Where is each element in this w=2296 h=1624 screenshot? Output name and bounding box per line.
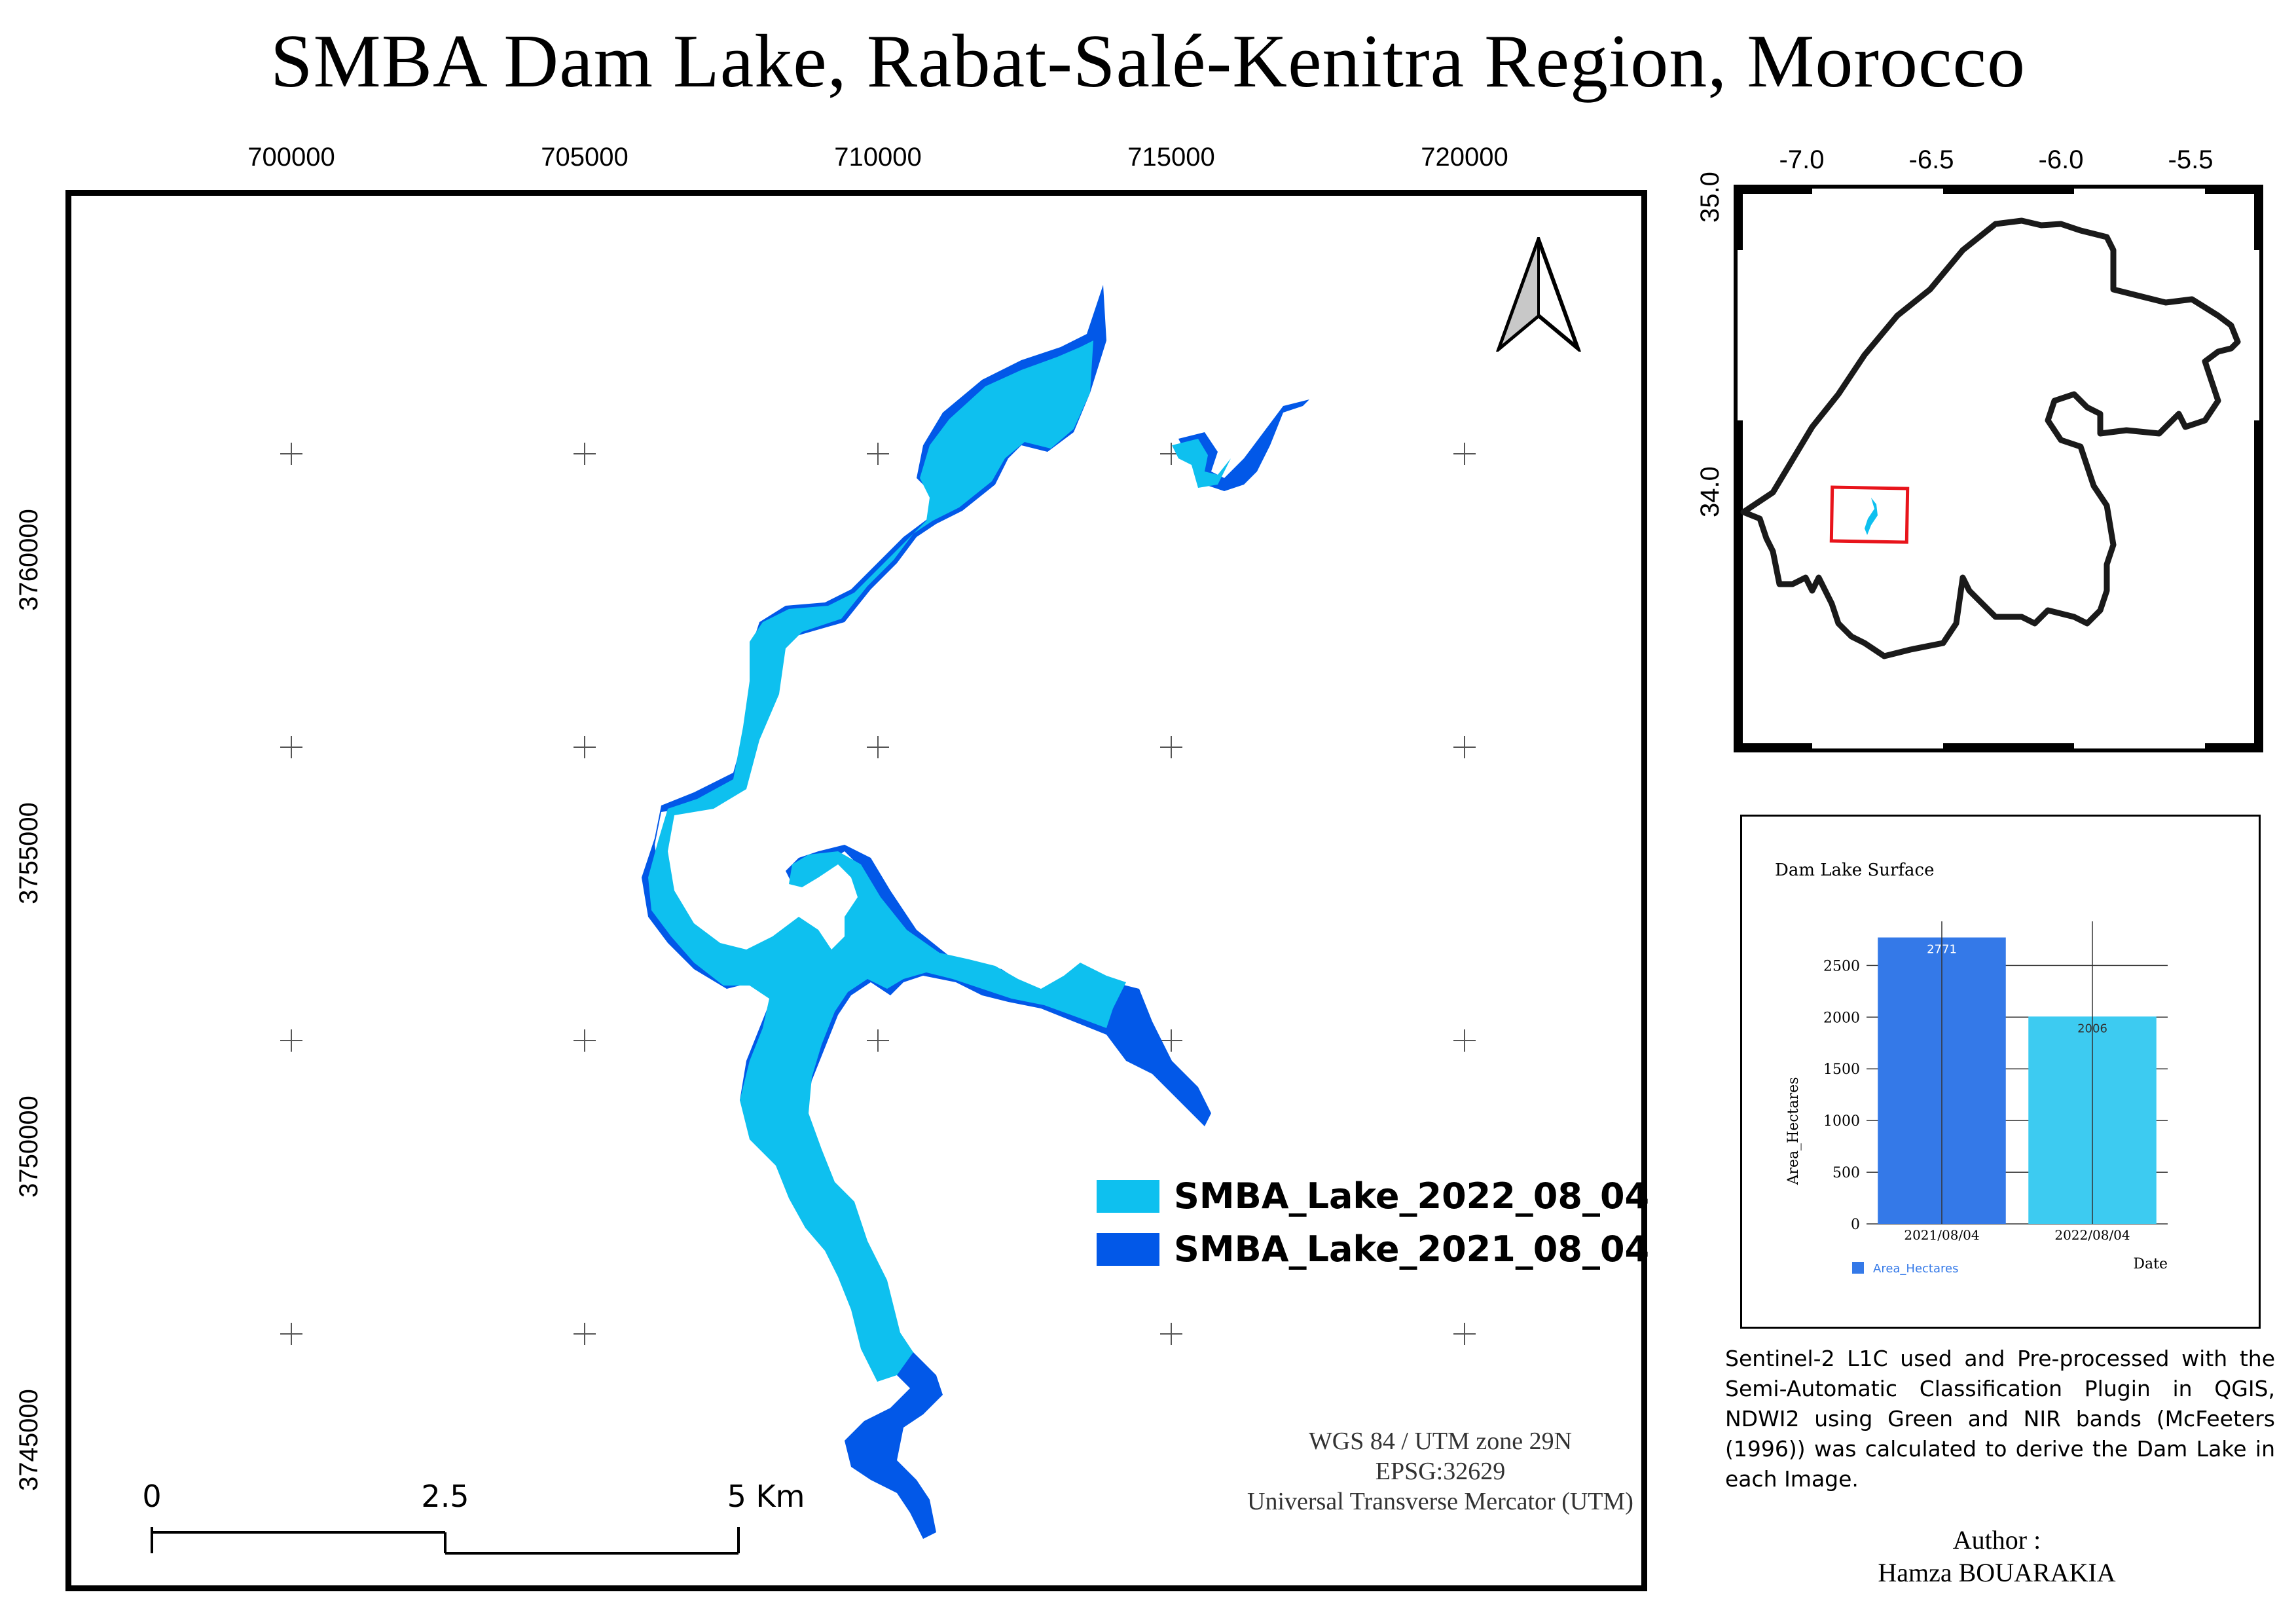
region-outline <box>1740 217 2241 659</box>
inset-x-tick: -6.5 <box>1908 145 1954 174</box>
crs-line-3: Universal Transverse Mercator (UTM) <box>1247 1488 1633 1515</box>
grid-cross <box>1160 1029 1182 1052</box>
grid-cross <box>1160 443 1182 465</box>
chart-x-label: Date <box>2133 1256 2168 1272</box>
grid-cross <box>574 1029 596 1052</box>
crs-line-2: EPSG:32629 <box>1375 1458 1506 1485</box>
grid-cross <box>1453 736 1476 758</box>
chart-legend-label: Area_Hectares <box>1873 1262 1958 1276</box>
author-label: Author : <box>1952 1525 2041 1555</box>
scale-label-mid: 2.5 <box>421 1479 469 1514</box>
grid-cross <box>574 443 596 465</box>
x-tick-label: 700000 <box>247 143 335 172</box>
chart-data-label: 2771 <box>1927 943 1957 957</box>
inset-lake-mini <box>1865 498 1878 535</box>
scale-label-end: 5 Km <box>727 1479 805 1514</box>
map-title: SMBA Dam Lake, Rabat-Salé-Kenitra Region… <box>270 20 2026 103</box>
grid-cross <box>1160 736 1182 758</box>
chart-y-tick-label: 2500 <box>1823 958 1860 974</box>
inset-x-tick: -7.0 <box>1779 145 1825 174</box>
scale-bar <box>151 1527 740 1555</box>
lake-2022-main <box>648 341 1126 1382</box>
x-tick-label: 715000 <box>1127 143 1215 172</box>
north-arrow-icon <box>1496 237 1581 352</box>
legend-label-2021: SMBA_Lake_2021_08_04 <box>1174 1228 1650 1270</box>
x-tick-label: 720000 <box>1421 143 1508 172</box>
chart-y-label: Area_Hectares <box>1785 1077 1802 1186</box>
grid-cross <box>1160 1323 1182 1345</box>
grid-cross <box>1453 1029 1476 1052</box>
inset-map-frame[interactable] <box>1734 185 2263 752</box>
chart-y-tick-label: 500 <box>1832 1165 1860 1181</box>
author-name: Hamza BOUARAKIA <box>1878 1558 2116 1587</box>
inset-x-tick: -6.0 <box>2038 145 2084 174</box>
grid-cross <box>280 443 302 465</box>
chart-y-tick-label: 1500 <box>1823 1061 1860 1078</box>
inset-y-tick: 35.0 <box>1696 172 1724 223</box>
grid-cross <box>867 1029 889 1052</box>
chart-y-tick-label: 0 <box>1851 1217 1860 1233</box>
chart-data-label: 2006 <box>2077 1022 2107 1035</box>
lake-2022-layer <box>648 341 1231 1382</box>
chart-y-tick-label: 2000 <box>1823 1010 1860 1026</box>
lake-2021-east-arm <box>1178 399 1309 491</box>
chart-y-tick-label: 1000 <box>1823 1113 1860 1130</box>
grid-cross <box>1453 1323 1476 1345</box>
inset-y-tick: 34.0 <box>1696 466 1724 517</box>
grid-cross <box>574 1323 596 1345</box>
x-tick-label: 710000 <box>834 143 922 172</box>
legend-swatch-2021 <box>1097 1232 1159 1266</box>
grid-cross <box>574 736 596 758</box>
legend-swatch-2022 <box>1097 1179 1159 1213</box>
grid-cross <box>280 1029 302 1052</box>
chart-title: Dam Lake Surface <box>1775 860 1935 880</box>
grid-cross <box>867 443 889 465</box>
legend-label-2022: SMBA_Lake_2022_08_04 <box>1174 1175 1650 1217</box>
lake-2022-east-arm <box>1172 439 1231 488</box>
grid-cross <box>280 1323 302 1345</box>
grid-cross <box>1453 443 1476 465</box>
grid-cross <box>280 736 302 758</box>
methodology-caption: Sentinel-2 L1C used and Pre-processed wi… <box>1725 1346 2275 1492</box>
inset-highlight-box <box>1829 485 1910 544</box>
legend-item-2021: SMBA_Lake_2021_08_04 <box>1097 1228 1649 1270</box>
grid-cross <box>867 736 889 758</box>
legend-item-2022: SMBA_Lake_2022_08_04 <box>1097 1175 1649 1217</box>
inset-map <box>1738 189 2259 748</box>
inset-x-tick: -5.5 <box>2168 145 2214 174</box>
crs-line-1: WGS 84 / UTM zone 29N <box>1308 1428 1573 1455</box>
chart-x-tick-label: 2022/08/04 <box>2054 1227 2130 1243</box>
chart-x-tick-label: 2021/08/04 <box>1904 1227 1979 1243</box>
chart-legend-swatch <box>1852 1262 1864 1274</box>
dam-lake-surface-chart: Dam Lake Surface 2771 2006 0 500 1000 1500 20… <box>1775 860 2168 1276</box>
lake-2021-layer <box>642 285 1309 1539</box>
x-tick-label: 705000 <box>541 143 629 172</box>
scale-label-0: 0 <box>142 1479 162 1514</box>
